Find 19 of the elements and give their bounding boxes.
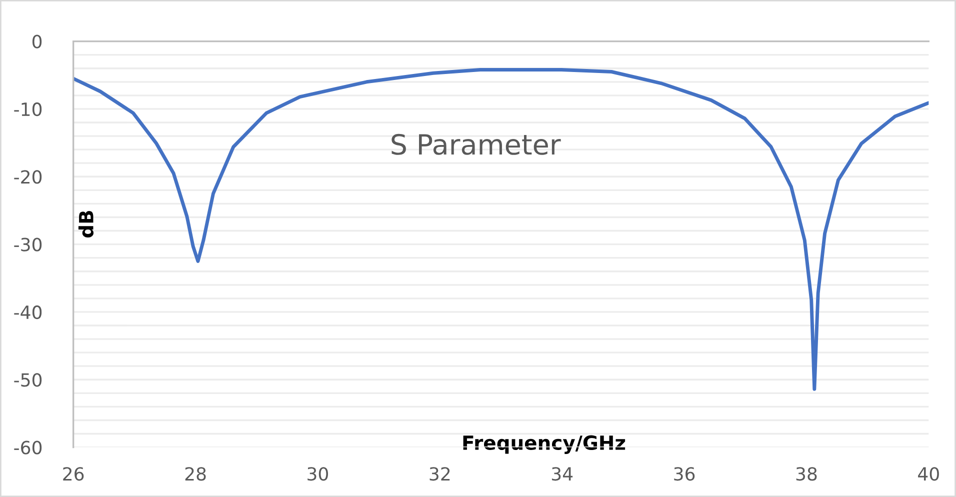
- y-tick-label: -20: [14, 170, 42, 184]
- text: S Parameter: [392, 134, 561, 155]
- x-tick-label: 28: [185, 467, 206, 481]
- x-tick-label: 36: [674, 467, 695, 481]
- x-tick-label: 38: [796, 467, 817, 481]
- y-tick-label: -60: [14, 440, 42, 454]
- x-tick-label: 40: [918, 467, 939, 481]
- x-tick-label: 34: [552, 467, 573, 481]
- y-tick-label: -40: [14, 305, 42, 320]
- y-tick-label: 0: [32, 34, 42, 48]
- x-tick-label: 26: [63, 467, 84, 481]
- x-axis-title: Frequency/GHz: [463, 435, 626, 454]
- x-tick-label: 32: [430, 467, 450, 481]
- y-tick-label: -50: [14, 373, 42, 387]
- x-tick-label: 30: [308, 467, 328, 481]
- y-tick-label: -10: [14, 102, 42, 116]
- line-series: [73, 68, 929, 391]
- y-tick-label: -30: [14, 238, 42, 252]
- y-axis-title: dB: [78, 211, 94, 238]
